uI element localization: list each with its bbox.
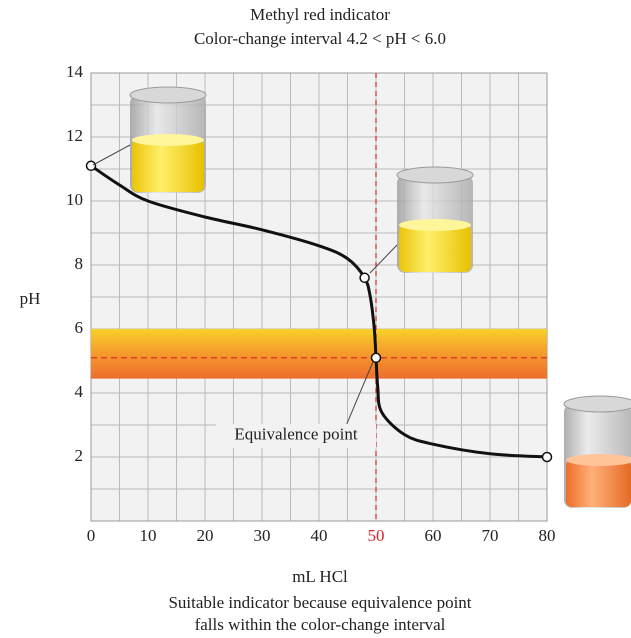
point	[541, 451, 553, 463]
x-tick-label: 20	[197, 526, 214, 545]
x-tick-label: 60	[425, 526, 442, 545]
y-tick-label: 14	[66, 62, 84, 81]
y-tick-label: 6	[75, 318, 84, 337]
y-tick-label: 4	[75, 382, 84, 401]
point	[370, 352, 382, 364]
annotation: Equivalence point	[234, 425, 357, 444]
annotation-bg	[216, 423, 376, 448]
color-change-band	[91, 329, 547, 379]
x-tick-label: 30	[254, 526, 271, 545]
curve	[90, 164, 548, 459]
x-axis-label: mL HCl	[292, 567, 348, 586]
x-tick-label: 40	[311, 526, 328, 545]
x-tick-label: 80	[539, 526, 556, 545]
x-tick-label: 10	[140, 526, 157, 545]
caption: Suitable indicator because equivalence p…	[168, 593, 471, 612]
plot-frame	[90, 72, 548, 522]
y-axis-label: pH	[20, 289, 41, 308]
y-tick-label: 2	[75, 446, 84, 465]
chart-title: Methyl red indicator	[250, 5, 390, 24]
point	[85, 160, 97, 172]
x-tick-label: 50	[368, 526, 385, 545]
y-tick-label: 12	[66, 126, 83, 145]
beaker	[369, 166, 474, 274]
beaker	[92, 86, 207, 193]
y-tick-label: 8	[75, 254, 84, 273]
caption: falls within the color-change interval	[195, 615, 446, 634]
point	[359, 272, 370, 284]
beaker	[563, 395, 631, 508]
chart-subtitle: Color-change interval 4.2 < pH < 6.0	[194, 29, 446, 48]
annotation-leader	[345, 361, 374, 426]
y-tick-label: 10	[66, 190, 83, 209]
x-tick-label: 0	[87, 526, 96, 545]
x-tick-label: 70	[482, 526, 499, 545]
